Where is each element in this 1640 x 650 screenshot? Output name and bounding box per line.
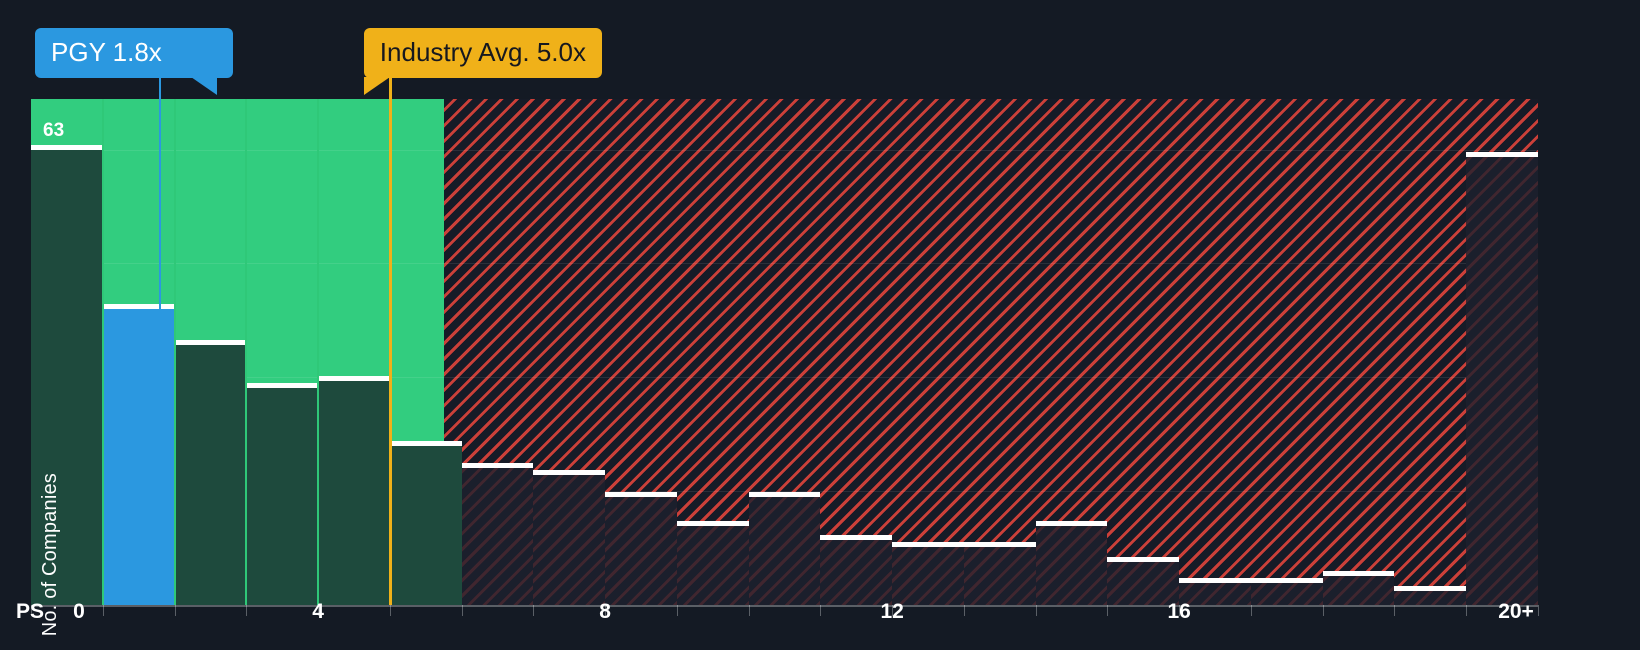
bar-11-12[interactable] xyxy=(820,534,893,605)
bar-cap xyxy=(1250,578,1323,584)
bar-cap xyxy=(174,339,247,345)
bar-1-2[interactable] xyxy=(102,303,175,605)
bar-14-15[interactable] xyxy=(1035,520,1108,605)
bar-cap xyxy=(676,520,749,526)
bar-cap xyxy=(605,491,677,497)
x-axis-label-8: 8 xyxy=(599,600,611,623)
x-axis-tick xyxy=(31,605,32,616)
x-axis-tick xyxy=(102,605,104,616)
bar-9-10[interactable] xyxy=(676,520,749,605)
bar-cap xyxy=(892,542,964,548)
x-axis-tick xyxy=(1179,605,1181,616)
x-axis-tick xyxy=(461,605,463,616)
bar-10-11[interactable] xyxy=(748,491,821,605)
x-axis-tick xyxy=(963,605,965,616)
x-axis-tick xyxy=(174,605,176,616)
x-axis-tick xyxy=(1035,605,1037,616)
bar-cap xyxy=(461,462,534,468)
bar-19-20[interactable] xyxy=(1394,585,1467,605)
bar-cap xyxy=(389,440,462,446)
x-axis-tick xyxy=(748,605,750,616)
plot-area xyxy=(31,99,1538,605)
pgy-tooltip[interactable]: PGY 1.8x xyxy=(35,28,233,95)
bar-cap xyxy=(1322,571,1395,577)
bar-separator xyxy=(245,99,248,605)
bar-cap xyxy=(102,303,175,309)
x-axis-label-4: 4 xyxy=(312,600,324,623)
bar-20+[interactable] xyxy=(1466,151,1538,605)
bar-18-19[interactable] xyxy=(1322,571,1395,605)
bar-cap xyxy=(748,491,821,497)
x-axis-label-20plus: 20+ xyxy=(1498,600,1534,623)
bar-cap xyxy=(318,375,390,381)
bar-0-1[interactable] xyxy=(31,144,103,605)
x-axis-tick xyxy=(318,605,320,616)
x-axis-tick xyxy=(1538,605,1539,616)
x-axis-tick xyxy=(1250,605,1252,616)
bar-cap xyxy=(246,383,319,389)
bar-8-9[interactable] xyxy=(605,491,677,605)
x-axis-tick xyxy=(533,605,535,616)
industry-avg-tooltip-label: Industry Avg. 5.0x xyxy=(379,37,586,67)
bar-cap xyxy=(533,469,606,475)
x-axis-tick xyxy=(389,605,391,616)
bar-cap xyxy=(1394,585,1467,591)
bar-cap xyxy=(1107,556,1180,562)
x-axis-tick xyxy=(246,605,248,616)
industry-avg-marker-line xyxy=(388,78,392,605)
bar-17-18[interactable] xyxy=(1250,578,1323,605)
x-axis-tick xyxy=(1394,605,1396,616)
x-axis-label-12: 12 xyxy=(880,600,904,623)
bar-12-13[interactable] xyxy=(892,542,964,605)
x-axis-tick xyxy=(892,605,894,616)
x-axis-line xyxy=(31,605,1538,607)
x-axis-tick xyxy=(605,605,607,616)
industry-avg-tooltip-tail xyxy=(363,77,390,95)
x-axis-label-0: 0 xyxy=(73,600,85,623)
bar-2-3[interactable] xyxy=(174,339,247,605)
bar-separator xyxy=(317,99,320,605)
bar-5-6[interactable] xyxy=(389,440,462,605)
bar-cap xyxy=(963,542,1036,548)
bar-cap xyxy=(1466,151,1538,157)
x-axis-tick xyxy=(820,605,822,616)
x-axis-label-16: 16 xyxy=(1167,600,1191,623)
bar-separator xyxy=(101,99,104,605)
x-axis-prefix-label: PS xyxy=(15,600,45,623)
bar-4-5[interactable] xyxy=(318,375,390,605)
pgy-marker-line xyxy=(159,78,162,309)
bar-15-16[interactable] xyxy=(1107,556,1180,605)
bar-13-14[interactable] xyxy=(963,542,1036,605)
bar-3-4[interactable] xyxy=(246,383,319,605)
bar-cap xyxy=(1179,578,1251,584)
bar-cap xyxy=(820,534,893,540)
x-axis-tick xyxy=(1107,605,1109,616)
bar-7-8[interactable] xyxy=(533,469,606,605)
bar-separator xyxy=(173,99,176,605)
bar-16-17[interactable] xyxy=(1179,578,1251,605)
pgy-tooltip-tail xyxy=(191,77,217,95)
x-axis-tick xyxy=(676,605,678,616)
bar-cap xyxy=(31,144,103,150)
x-axis-tick xyxy=(1466,605,1468,616)
industry-avg-tooltip[interactable]: Industry Avg. 5.0x xyxy=(363,28,602,95)
bar-cap xyxy=(1035,520,1108,526)
bar-6-7[interactable] xyxy=(461,462,534,605)
x-axis-tick xyxy=(1322,605,1324,616)
y-axis-max-label: 63 xyxy=(43,120,65,141)
pgy-tooltip-label: PGY 1.8x xyxy=(51,37,162,67)
